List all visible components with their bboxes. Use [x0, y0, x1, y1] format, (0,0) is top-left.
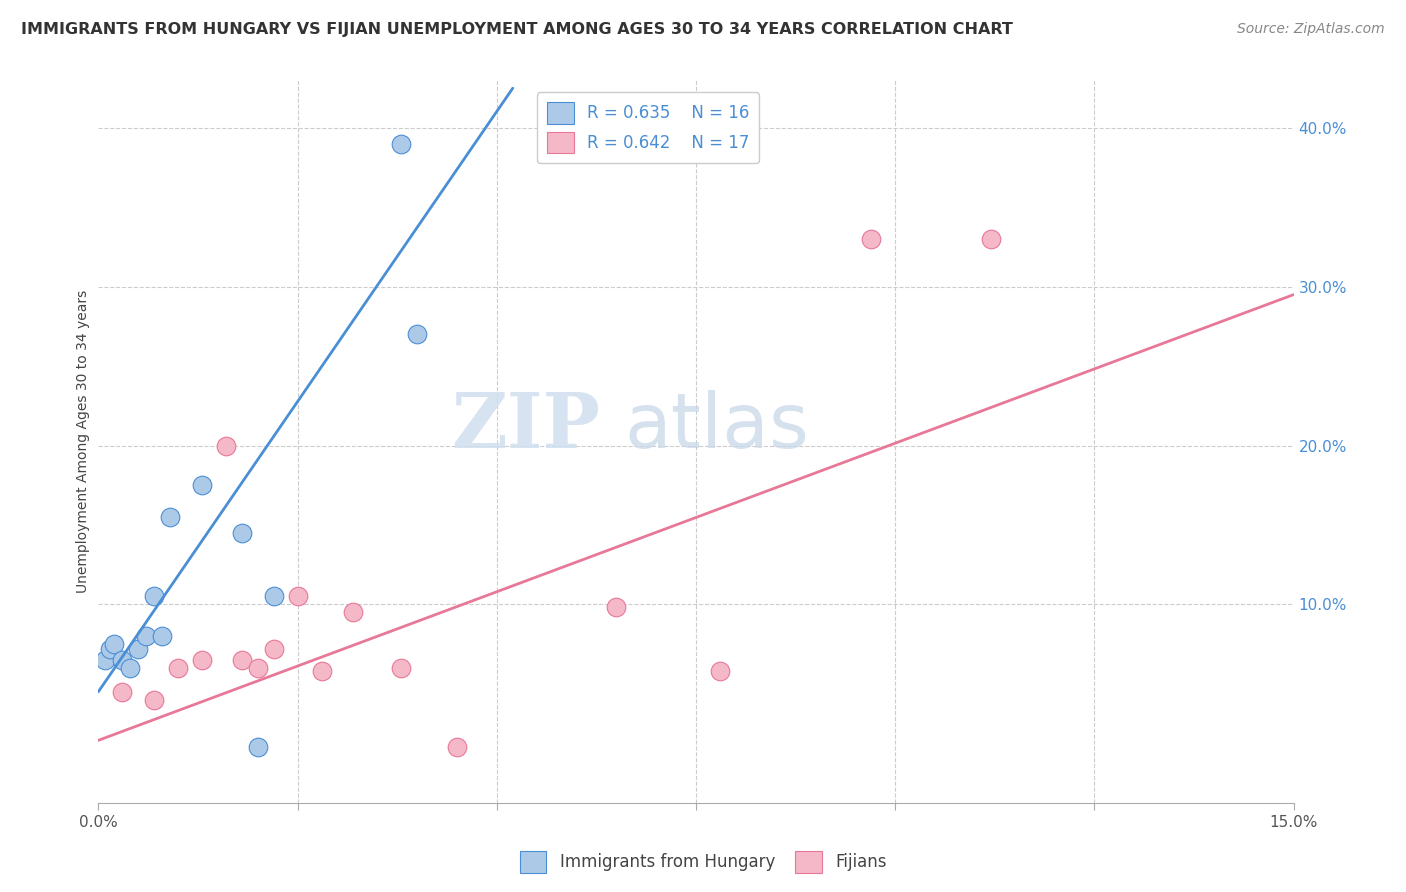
Point — [143, 590, 166, 604]
Text: ZIP: ZIP — [451, 390, 600, 464]
Point — [135, 629, 157, 643]
Point — [605, 600, 627, 615]
Text: atlas: atlas — [624, 390, 808, 464]
Point — [389, 136, 412, 151]
Point — [246, 661, 269, 675]
Point — [263, 590, 285, 604]
Point — [446, 740, 468, 755]
Point — [98, 641, 122, 656]
Point — [143, 692, 166, 706]
Point — [709, 664, 731, 678]
Point — [287, 590, 309, 604]
Point — [111, 653, 134, 667]
Point — [191, 653, 214, 667]
Point — [263, 641, 285, 656]
Point — [406, 327, 429, 342]
Point — [127, 641, 149, 656]
Point — [94, 653, 117, 667]
Point — [191, 478, 214, 492]
Point — [159, 510, 181, 524]
Point — [860, 232, 883, 246]
Point — [150, 629, 173, 643]
Point — [980, 232, 1002, 246]
Point — [311, 664, 333, 678]
Point — [246, 740, 269, 755]
Text: IMMIGRANTS FROM HUNGARY VS FIJIAN UNEMPLOYMENT AMONG AGES 30 TO 34 YEARS CORRELA: IMMIGRANTS FROM HUNGARY VS FIJIAN UNEMPL… — [21, 22, 1012, 37]
Point — [167, 661, 190, 675]
Point — [120, 661, 142, 675]
Point — [111, 684, 134, 698]
Point — [389, 661, 412, 675]
Legend: Immigrants from Hungary, Fijians: Immigrants from Hungary, Fijians — [513, 845, 893, 880]
Point — [231, 653, 253, 667]
Point — [103, 637, 125, 651]
Point — [231, 525, 253, 540]
Legend: R = 0.635    N = 16, R = 0.642    N = 17: R = 0.635 N = 16, R = 0.642 N = 17 — [537, 92, 759, 163]
Point — [215, 438, 238, 452]
Text: Source: ZipAtlas.com: Source: ZipAtlas.com — [1237, 22, 1385, 37]
Y-axis label: Unemployment Among Ages 30 to 34 years: Unemployment Among Ages 30 to 34 years — [76, 290, 90, 593]
Point — [342, 605, 364, 619]
